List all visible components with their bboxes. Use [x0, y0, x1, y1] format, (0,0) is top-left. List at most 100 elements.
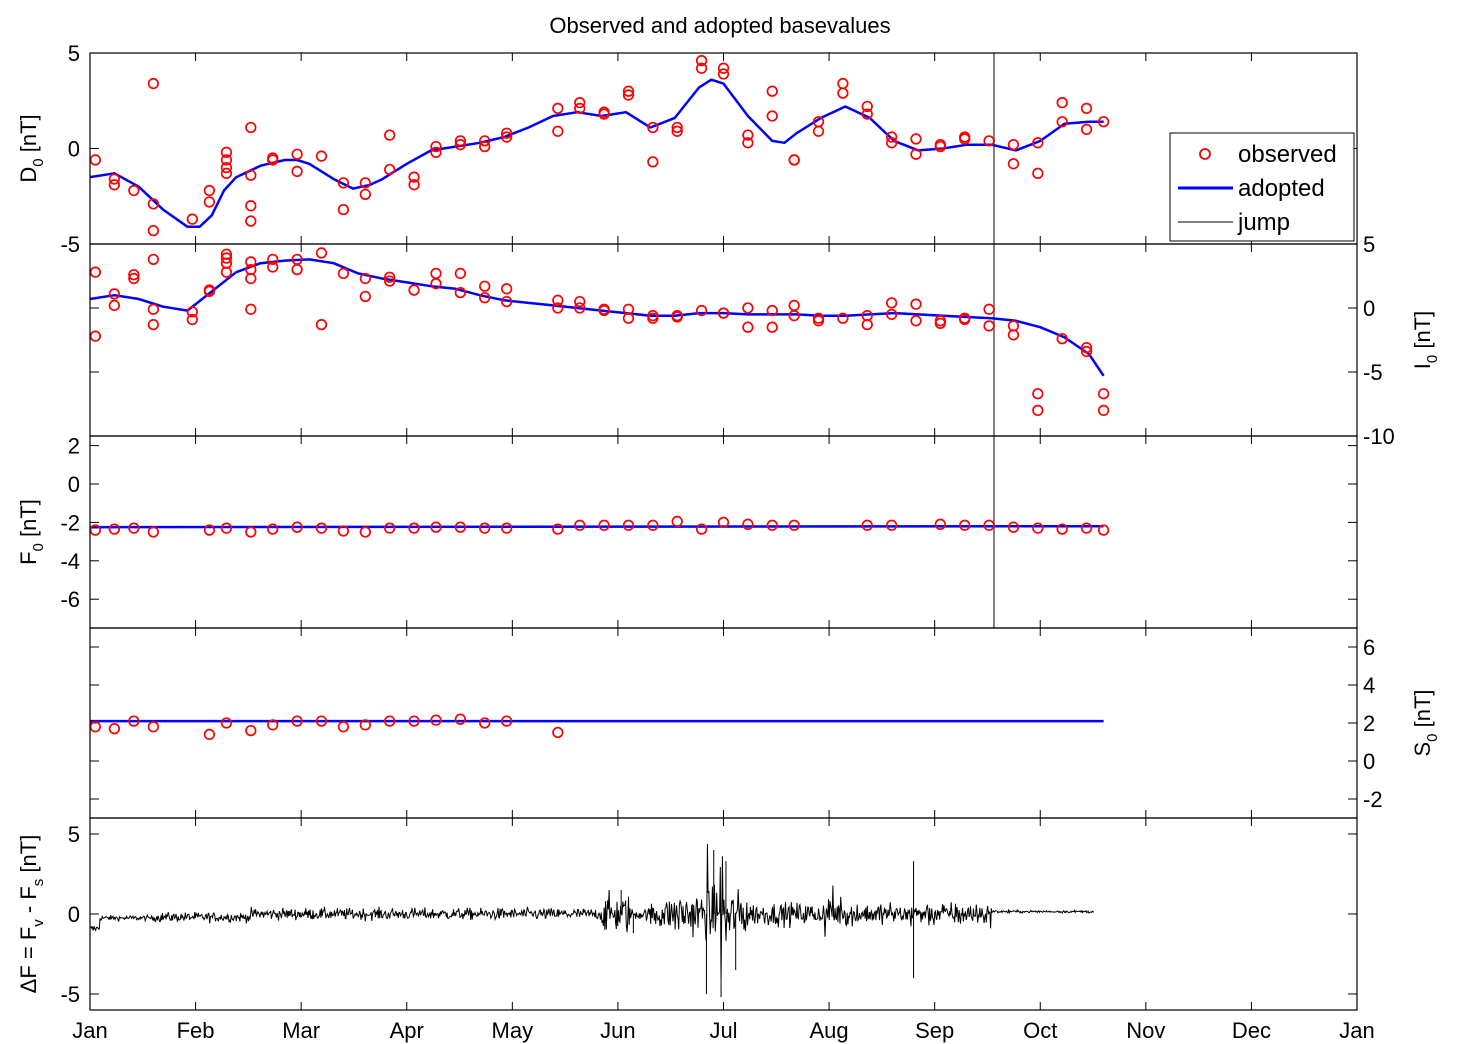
observed-point	[147, 77, 160, 90]
panel-I: -10 -5 0 5 I0 [nT]	[89, 232, 1441, 449]
observed-point	[90, 154, 102, 166]
observed-point	[717, 62, 730, 74]
observed-point	[128, 269, 140, 281]
observed-point	[384, 129, 396, 141]
observed-point	[203, 285, 216, 298]
observed-point	[315, 247, 328, 259]
y-tick-label: 0	[1363, 296, 1375, 321]
y-axis-label-S: S0 [nT]	[1410, 689, 1441, 756]
observed-point	[500, 295, 513, 308]
legend-adopted-label: adopted	[1238, 175, 1325, 202]
observed-point	[1080, 342, 1093, 354]
observed-point	[479, 140, 491, 153]
observed-point	[220, 717, 233, 729]
observed-point	[934, 140, 947, 153]
observed-point	[186, 313, 198, 326]
observed-point	[359, 719, 371, 731]
panel-F: -6 -4 -2 0 2 F0 [nT]	[16, 434, 1358, 629]
observed-point	[1056, 333, 1068, 345]
observed-point	[267, 719, 279, 731]
y-tick-label: 2	[68, 434, 80, 459]
observed-point	[454, 267, 467, 280]
observed-point	[671, 515, 683, 528]
observed-point	[695, 54, 708, 67]
observed-point	[90, 330, 102, 342]
observed-point	[837, 77, 849, 90]
observed-point	[359, 177, 371, 189]
panel-S: -2 0 2 4 6 S0 [nT]	[89, 627, 1441, 819]
observed-point	[454, 139, 467, 151]
x-tick-label: Mar	[282, 1018, 320, 1043]
axes-frame-dF	[89, 817, 1358, 1011]
observed-point	[574, 302, 586, 314]
y-tick-label: -5	[1363, 360, 1383, 385]
observed-point	[695, 304, 708, 317]
observed-point	[128, 715, 140, 727]
observed-point	[203, 184, 216, 197]
observed-point	[454, 521, 467, 533]
observed-point	[108, 179, 121, 191]
axes-frame-F	[89, 435, 1358, 629]
panel-D: -5 0 5 D0 [nT]	[16, 41, 1358, 257]
observed-point	[959, 131, 971, 143]
observed-point	[147, 526, 160, 538]
observed-point	[1007, 139, 1020, 151]
legend: observed adopted jump	[1169, 132, 1355, 242]
observed-point	[812, 315, 825, 327]
observed-point	[598, 519, 610, 531]
observed-point	[500, 131, 513, 143]
observed-point	[147, 303, 160, 315]
plot-area-dF	[90, 843, 1095, 998]
observed-point	[1032, 388, 1044, 400]
observed-point	[337, 525, 350, 537]
observed-point	[742, 137, 754, 149]
observed-point	[742, 518, 754, 530]
observed-point	[245, 256, 257, 268]
observed-point	[90, 266, 102, 278]
observed-point	[766, 321, 778, 333]
observed-point	[1032, 167, 1044, 179]
observed-point	[430, 521, 442, 533]
observed-point	[983, 303, 995, 315]
observed-point	[647, 121, 659, 134]
observed-point	[574, 519, 586, 531]
observed-point	[220, 161, 233, 174]
observed-point	[220, 154, 233, 166]
observed-point	[647, 519, 659, 531]
observed-point	[337, 203, 350, 216]
observed-point	[430, 146, 442, 158]
y-tick-label: 0	[68, 902, 80, 927]
y-tick-label: -2	[60, 510, 80, 535]
observed-point	[203, 524, 216, 536]
observed-point	[245, 303, 257, 315]
observed-point	[742, 321, 754, 333]
observed-point	[959, 313, 971, 326]
observed-point	[861, 100, 873, 113]
observed-point	[384, 163, 396, 176]
observed-point	[1097, 404, 1110, 417]
adopted-line	[90, 78, 1104, 229]
y-tick-label: 2	[1363, 711, 1375, 736]
observed-point	[1097, 116, 1110, 128]
observed-point	[812, 125, 825, 137]
observed-point	[408, 171, 420, 183]
observed-point	[1080, 522, 1093, 534]
observed-point	[766, 85, 778, 97]
observed-point	[220, 167, 233, 179]
observed-point	[934, 315, 947, 327]
y-tick-label: -6	[60, 587, 80, 612]
observed-point	[788, 299, 800, 312]
observed-point	[245, 215, 257, 227]
observed-point	[934, 518, 947, 530]
observed-point	[598, 108, 610, 120]
observed-point	[147, 318, 160, 331]
observed-point	[108, 723, 121, 735]
observed-point	[861, 108, 873, 120]
y-tick-label: -10	[1363, 424, 1395, 449]
observed-point	[315, 522, 328, 534]
observed-point	[479, 135, 491, 147]
y-tick-label: 5	[68, 822, 80, 847]
observed-point	[983, 320, 995, 332]
observed-point	[1056, 97, 1068, 109]
